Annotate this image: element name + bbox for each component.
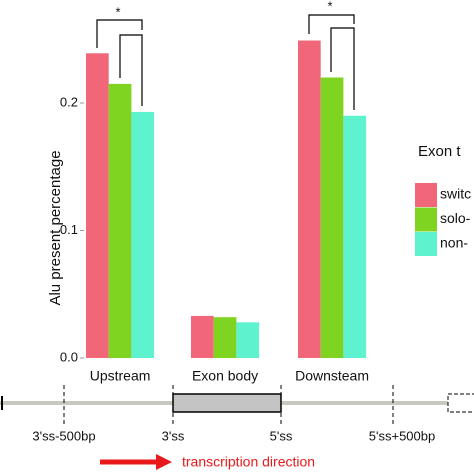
legend-swatch xyxy=(415,232,437,256)
x-tick-label: Upstream xyxy=(90,368,151,384)
y-tick-label: 0.0 xyxy=(60,349,78,364)
position-label: 5'ss+500bp xyxy=(369,428,435,443)
significance-brackets xyxy=(96,14,355,110)
legend-label: solo- xyxy=(440,210,471,226)
x-tick-label: Exon body xyxy=(192,368,258,384)
position-label: 3'ss xyxy=(162,428,185,443)
category-box xyxy=(284,365,381,389)
legend-label: switc xyxy=(440,186,471,202)
bar xyxy=(236,322,260,358)
exon-box xyxy=(172,393,282,413)
position-label: 5'ss xyxy=(270,428,293,443)
bar xyxy=(343,115,367,358)
y-tick-label: 0.2 xyxy=(60,94,78,109)
direction-arrowhead xyxy=(156,454,172,470)
bar xyxy=(298,40,321,359)
position-label: 3'ss-500bp xyxy=(32,428,95,443)
legend-title: Exon t xyxy=(418,143,461,160)
bar xyxy=(108,83,132,358)
legend-swatch xyxy=(415,183,437,207)
next-exon xyxy=(447,393,474,413)
x-tick-label: Downsteam xyxy=(295,368,369,384)
bar xyxy=(86,53,109,359)
y-tick-label: 0.1 xyxy=(60,222,78,237)
bar xyxy=(191,315,214,358)
significance-star: * xyxy=(327,0,332,13)
bar xyxy=(320,77,344,358)
legend-label: non- xyxy=(440,235,468,251)
bar xyxy=(213,317,237,358)
direction-label: transcription direction xyxy=(182,454,315,470)
category-box xyxy=(72,365,169,389)
category-box xyxy=(177,365,274,389)
bar xyxy=(131,111,155,358)
legend-swatch xyxy=(415,207,437,232)
significance-star: * xyxy=(115,4,120,19)
y-axis-label: Alu present percentage xyxy=(47,150,64,305)
